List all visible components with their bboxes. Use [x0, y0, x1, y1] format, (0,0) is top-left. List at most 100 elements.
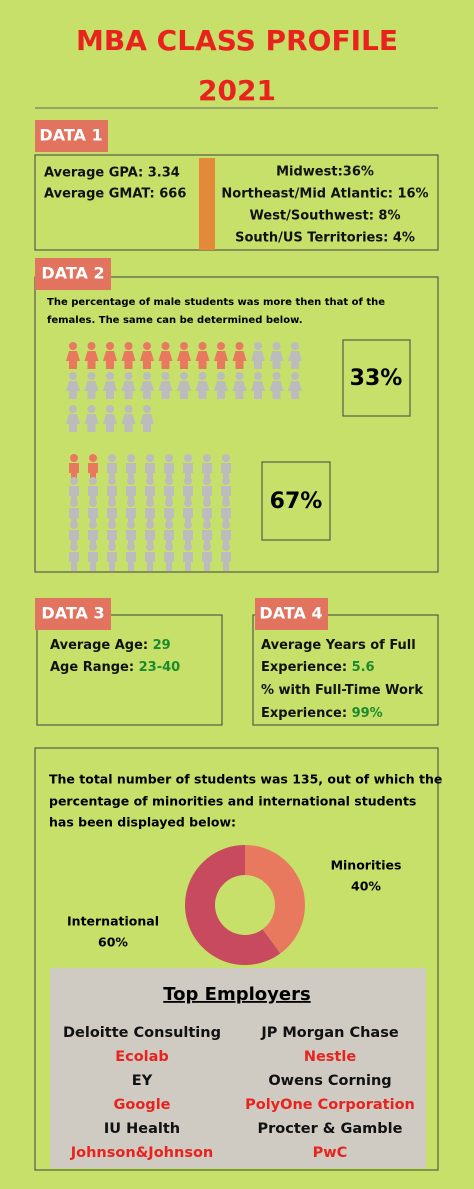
- value: 29: [153, 638, 171, 653]
- icon-body: [103, 381, 117, 399]
- icon-head: [89, 477, 97, 485]
- tag-text: DATA 1: [39, 126, 102, 145]
- icon-head: [146, 499, 154, 507]
- icon-head: [143, 342, 151, 350]
- icon-head: [143, 405, 151, 413]
- value: 23-40: [139, 660, 181, 675]
- icon-head: [127, 521, 135, 529]
- donut-label: Minorities: [331, 858, 402, 873]
- icon-head: [217, 342, 225, 350]
- icon-body: [121, 381, 136, 399]
- icon-head: [108, 477, 116, 485]
- icon-head: [291, 342, 299, 350]
- icon-body: [107, 463, 117, 482]
- icon-head: [69, 342, 77, 350]
- icon-body: [66, 381, 80, 399]
- icon-body: [69, 552, 79, 571]
- employer: JP Morgan Chase: [260, 1025, 399, 1041]
- icon-body: [121, 351, 136, 369]
- icon-body: [202, 552, 212, 571]
- icon-head: [254, 342, 262, 350]
- icon-body: [126, 552, 136, 571]
- box: [36, 614, 223, 726]
- icon-body: [103, 414, 117, 432]
- icon-head: [108, 543, 116, 551]
- icon-head: [108, 454, 116, 462]
- icon-head: [272, 372, 281, 380]
- icon-body: [177, 381, 191, 399]
- icon-body: [177, 351, 191, 369]
- stat: Average GMAT: 666: [44, 187, 186, 202]
- icon-body: [195, 381, 210, 399]
- paragraph: has been displayed below:: [49, 815, 236, 830]
- icon-body: [121, 414, 136, 432]
- tag-text: DATA 4: [259, 604, 322, 623]
- icon-head: [235, 372, 244, 380]
- icon-body: [88, 552, 98, 571]
- tag: [255, 598, 328, 630]
- paragraph: The total number of students was 135, ou…: [49, 772, 442, 787]
- title: MBA CLASS PROFILE: [76, 24, 398, 57]
- icon-body: [221, 463, 231, 482]
- icon-head: [161, 372, 170, 380]
- icon-head: [222, 454, 230, 462]
- employer: Procter & Gamble: [258, 1121, 403, 1137]
- icon-body: [158, 351, 173, 369]
- label: Experience:: [261, 706, 352, 721]
- employer: Owens Corning: [268, 1073, 391, 1089]
- label: Average Years of Full: [261, 638, 416, 653]
- box: [34, 276, 439, 573]
- stat: Experience: 5.6: [261, 660, 375, 675]
- icon-head: [87, 372, 96, 380]
- icon-head: [124, 342, 133, 350]
- value: 5.6: [352, 660, 375, 675]
- icon-head: [87, 405, 96, 413]
- icon-head: [70, 454, 78, 462]
- donut-value-label: 40%: [351, 879, 381, 894]
- percent-box: [261, 461, 331, 541]
- region: South/US Territories: 4%: [235, 231, 415, 246]
- icon-body: [214, 351, 228, 369]
- icon-head: [70, 499, 78, 507]
- icon-head: [89, 521, 97, 529]
- employer: PolyOne Corporation: [245, 1097, 415, 1113]
- icon-head: [222, 543, 230, 551]
- icon-head: [217, 372, 225, 380]
- icon-head: [124, 372, 133, 380]
- icon-body: [251, 351, 265, 369]
- icon-head: [203, 477, 211, 485]
- tag-text: DATA 3: [41, 604, 104, 623]
- donut-segment: [245, 845, 305, 954]
- region: Midwest:36%: [276, 165, 374, 180]
- paragraph: The percentage of male students was more…: [47, 297, 385, 308]
- icon-body: [145, 552, 155, 571]
- icon-head: [184, 543, 192, 551]
- icon-head: [222, 477, 230, 485]
- icon-head: [272, 342, 281, 350]
- separator: [199, 158, 215, 250]
- employer: PwC: [313, 1145, 348, 1161]
- icon-head: [203, 454, 211, 462]
- icon-head: [254, 372, 262, 380]
- icon-body: [269, 351, 284, 369]
- icon-body: [202, 463, 212, 482]
- icon-head: [165, 499, 173, 507]
- employer: IU Health: [104, 1121, 180, 1137]
- icon-head: [165, 543, 173, 551]
- icon-head: [70, 477, 78, 485]
- employer: Johnson&Johnson: [70, 1145, 213, 1161]
- icon-head: [235, 342, 244, 350]
- icon-body: [145, 463, 155, 482]
- icon-head: [165, 454, 173, 462]
- icon-head: [146, 454, 154, 462]
- icon-head: [108, 521, 116, 529]
- percent: 33%: [350, 366, 403, 391]
- icon-body: [164, 463, 174, 482]
- box: [34, 154, 439, 251]
- icon-head: [106, 342, 114, 350]
- stat: Average Age: 29: [50, 638, 171, 653]
- icon-head: [184, 477, 192, 485]
- icon-head: [108, 499, 116, 507]
- box: [252, 614, 439, 726]
